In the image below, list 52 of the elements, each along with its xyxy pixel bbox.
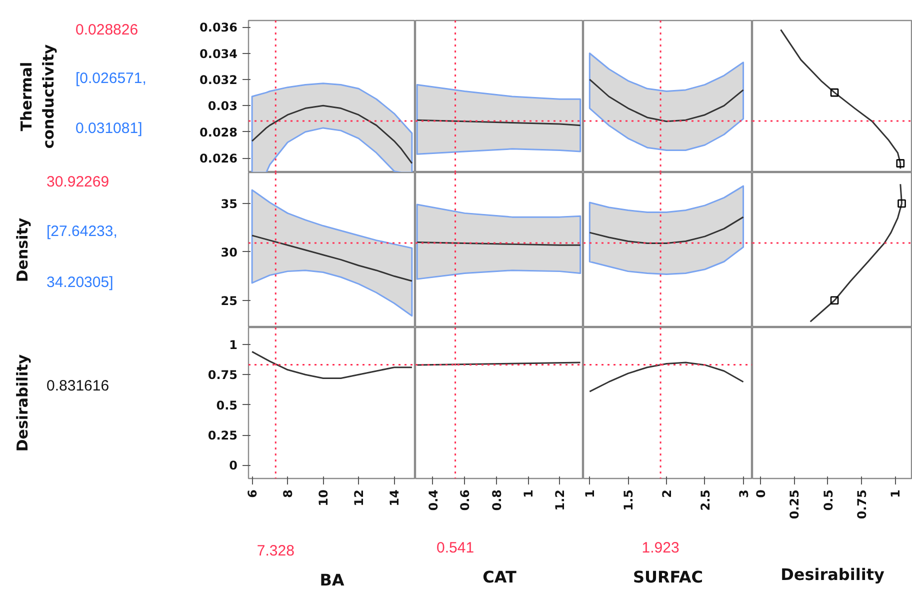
x-tick-label: 1	[522, 489, 536, 498]
x-tick-label: 2	[660, 489, 674, 498]
y-tick-label: 0.032	[200, 72, 238, 87]
ref-line-label: 30.92269	[46, 174, 110, 190]
x-axis-title: SURFAC	[632, 568, 704, 586]
y-tick-label: 30	[220, 245, 238, 260]
y-tick-label: 0.25	[208, 428, 238, 443]
x-tick-label: 1.2	[553, 489, 568, 511]
x-axis-title: Desirability	[780, 565, 885, 584]
y-tick-label: 1	[229, 338, 238, 352]
x-axis-title: CAT	[482, 568, 516, 586]
x-tick-label: 0.75	[854, 490, 869, 520]
x-tick-label: 0.4	[426, 489, 440, 511]
x-tick-label: 1.5	[622, 489, 636, 511]
x-tick-label: 6	[246, 489, 260, 498]
x-tick-label: 1	[888, 489, 903, 498]
y-tick-label: 35	[220, 197, 238, 211]
x-axis-title: BA	[320, 570, 345, 589]
line-series	[251, 234, 413, 282]
ref-line-label: 0.028826	[76, 22, 138, 38]
y-tick-label: 0	[229, 458, 238, 473]
x-tick-label: 1	[583, 489, 598, 498]
y-tick-label: 0.03	[208, 99, 238, 114]
y-tick-label: 0.036	[200, 20, 238, 35]
line-series	[251, 104, 413, 164]
text: 0.831616	[46, 377, 110, 394]
x-tick-label: 0.8	[490, 489, 504, 511]
ref-line-label: 1.923	[642, 540, 680, 556]
x-tick-label: 2.5	[698, 489, 712, 511]
x-tick-label: 0.6	[458, 489, 472, 511]
x-tick-label: 14	[388, 489, 402, 506]
x-tick-label: 8	[281, 489, 296, 498]
y-tick-label: 0.5	[216, 398, 238, 412]
x-tick-label: 0.25	[788, 490, 802, 520]
y-tick-label: 0.75	[208, 368, 238, 382]
ref-line-label: 0.541	[436, 540, 474, 556]
y-tick-label: 0.028	[200, 125, 238, 140]
x-tick-label: 12	[352, 489, 366, 506]
y-tick-label: 25	[220, 294, 238, 308]
y-axis-title: Thermal conductivity	[18, 44, 58, 149]
y-tick-label: 0.034	[200, 46, 238, 61]
x-tick-label: 0	[754, 489, 768, 498]
y-axis-title: Desirability	[14, 354, 32, 452]
x-tick-label: 10	[316, 489, 331, 506]
y-axis-title: Density	[14, 218, 32, 282]
x-tick-label: 0.5	[821, 489, 836, 511]
y-tick-label: 0.026	[200, 152, 238, 166]
line-series	[251, 350, 413, 379]
ref-line-label: 7.328	[256, 542, 294, 560]
text: [0.026571, 0.031081]	[76, 70, 146, 137]
text: [27.64233, 34.20305]	[46, 222, 118, 292]
x-tick-label: 3	[736, 489, 751, 498]
